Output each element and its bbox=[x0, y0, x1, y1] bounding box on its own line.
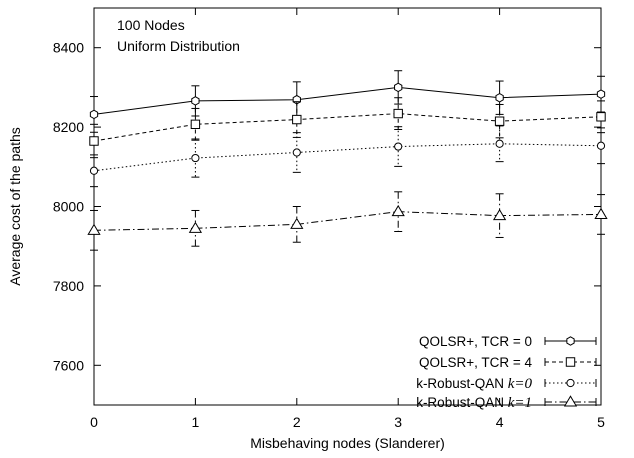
legend-item-2: QOLSR+, TCR = 4 bbox=[419, 355, 597, 370]
data-point bbox=[89, 166, 99, 175]
x-axis-title: Misbehaving nodes (Slanderer) bbox=[250, 435, 445, 451]
legend-label-prefix: QOLSR+, TCR = 4 bbox=[419, 355, 533, 370]
legend-label: QOLSR+, TCR = 4 bbox=[419, 355, 533, 370]
y-axis-title: Average cost of the paths bbox=[7, 127, 23, 286]
series-layer bbox=[87, 70, 608, 251]
data-point bbox=[495, 92, 504, 103]
data-point bbox=[594, 207, 608, 219]
data-point bbox=[190, 119, 201, 130]
series-1 bbox=[89, 70, 606, 133]
annotation-distribution: Uniform Distribution bbox=[117, 38, 240, 54]
x-tick-label: 1 bbox=[192, 414, 200, 430]
data-point bbox=[292, 148, 301, 157]
legend-item-4: k-Robust-QAN k=1 bbox=[416, 395, 597, 411]
data-point bbox=[394, 82, 403, 93]
data-point bbox=[87, 223, 101, 235]
y-tick-label: 8000 bbox=[53, 199, 84, 215]
legend-label: k-Robust-QAN k=1 bbox=[416, 395, 532, 411]
data-point bbox=[596, 112, 606, 122]
legend-label-italic: k=0 bbox=[508, 376, 533, 392]
x-tick-label: 0 bbox=[90, 414, 98, 430]
legend-item-1: QOLSR+, TCR = 0 bbox=[419, 334, 597, 349]
series-3 bbox=[89, 125, 606, 188]
y-tick-label: 8200 bbox=[53, 119, 84, 135]
data-point bbox=[191, 153, 200, 163]
data-point bbox=[492, 208, 507, 221]
data-point bbox=[494, 116, 505, 126]
series-4 bbox=[87, 191, 608, 251]
legend-item-3: k-Robust-QAN k=0 bbox=[416, 376, 597, 392]
data-point bbox=[391, 204, 405, 217]
y-tick-label: 7800 bbox=[53, 278, 84, 294]
x-tick-label: 3 bbox=[394, 414, 402, 430]
series-line bbox=[93, 113, 602, 142]
data-point bbox=[596, 89, 606, 99]
data-point bbox=[292, 114, 302, 125]
data-point bbox=[89, 109, 99, 120]
annotation-nodes: 100 Nodes bbox=[117, 17, 185, 33]
legend-label: QOLSR+, TCR = 0 bbox=[419, 334, 532, 349]
data-point bbox=[191, 96, 200, 106]
x-tick-label: 4 bbox=[496, 414, 504, 430]
data-point bbox=[290, 217, 304, 229]
data-point bbox=[393, 108, 403, 119]
y-tick-label: 8400 bbox=[53, 40, 84, 56]
legend-marker bbox=[563, 395, 578, 407]
series-line bbox=[93, 86, 602, 115]
legend: QOLSR+, TCR = 0 QOLSR+, TCR = 4 k-Robust-Q… bbox=[416, 334, 597, 411]
x-tick-label: 5 bbox=[597, 414, 605, 430]
legend-label-prefix: QOLSR+, TCR = 0 bbox=[419, 334, 532, 349]
data-point bbox=[188, 221, 203, 233]
series-line bbox=[93, 143, 602, 172]
y-tick-label: 7600 bbox=[53, 357, 84, 373]
legend-marker bbox=[566, 378, 575, 388]
axis-ticks: 7600 7800 8000 8200 8400 0 1 2 3 4 5 bbox=[53, 8, 605, 430]
legend-label-italic: k=1 bbox=[508, 395, 532, 411]
legend-label-prefix: k-Robust-QAN bbox=[416, 376, 508, 391]
legend-marker bbox=[565, 357, 576, 367]
legend-label-prefix: k-Robust-QAN bbox=[416, 395, 508, 410]
series-line bbox=[93, 211, 602, 231]
data-point bbox=[394, 142, 403, 151]
data-point bbox=[596, 141, 606, 150]
series-2 bbox=[89, 97, 606, 159]
legend-label: k-Robust-QAN k=0 bbox=[416, 376, 532, 392]
legend-marker bbox=[566, 336, 575, 346]
data-point bbox=[89, 136, 99, 146]
data-point bbox=[495, 139, 504, 148]
x-tick-label: 2 bbox=[293, 414, 301, 430]
